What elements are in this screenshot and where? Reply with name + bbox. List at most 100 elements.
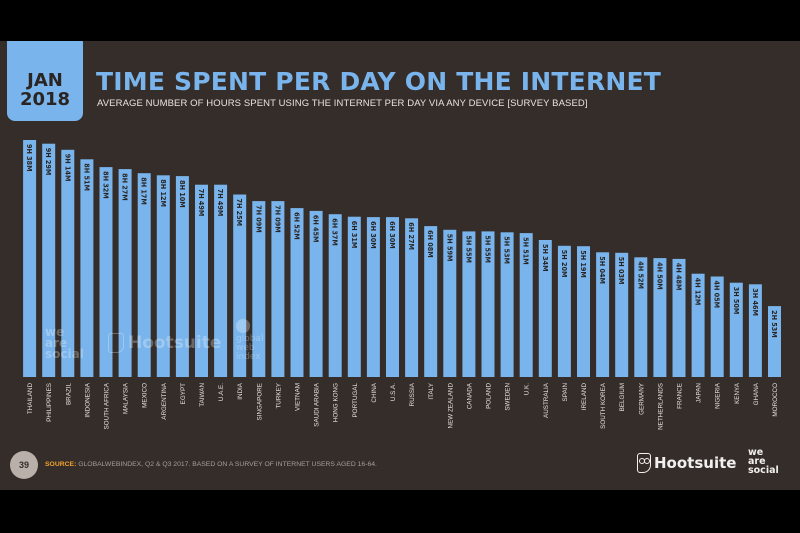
- bar-value-label: 6H 30M: [388, 221, 397, 249]
- bar-value-label: 8H 51M: [82, 163, 91, 191]
- bar-value-label: 5H 04M: [598, 256, 607, 284]
- category-label: BELGIUM: [619, 383, 626, 411]
- bar-value-label: 9H 29M: [44, 148, 53, 176]
- bar-value-label: 3H 46M: [751, 288, 760, 316]
- bar-value-label: 4H 05M: [713, 281, 722, 309]
- bar-value-label: 3H 50M: [732, 287, 741, 315]
- bar-portugal: [347, 216, 361, 377]
- bar-u-a-e: [214, 184, 228, 377]
- date-badge: JAN 2018: [7, 41, 83, 121]
- bar-canada: [462, 231, 476, 377]
- category-label: ITALY: [428, 382, 435, 399]
- bar-philippines: [42, 143, 56, 377]
- category-label: CANADA: [466, 382, 473, 409]
- bar-value-label: 8H 10M: [178, 180, 187, 208]
- bar-spain: [557, 245, 571, 377]
- bar-value-label: 6H 31M: [350, 221, 359, 249]
- bar-netherlands: [653, 258, 667, 377]
- category-label: NIGERIA: [715, 382, 722, 409]
- category-label: PORTUGAL: [352, 383, 359, 418]
- bar-value-label: 5H 19M: [579, 250, 588, 278]
- bar-nigeria: [710, 276, 724, 377]
- bar-value-label: 6H 08M: [426, 230, 435, 258]
- category-label: BRAZIL: [65, 383, 72, 406]
- bar-value-label: 5H 53M: [503, 236, 512, 264]
- bar-value-label: 8H 12M: [159, 179, 168, 207]
- bar-south-africa: [99, 167, 113, 377]
- slide: JAN 2018 TIME SPENT PER DAY ON THE INTER…: [0, 41, 800, 490]
- bar-hong-kong: [328, 214, 342, 377]
- bar-value-label: 5H 51M: [522, 237, 531, 265]
- bar-u-s-a: [386, 217, 399, 377]
- category-label: MALAYSIA: [123, 382, 130, 414]
- bar-value-label: 4H 48M: [675, 263, 684, 291]
- category-label: SPAIN: [562, 383, 569, 402]
- category-label: JAPAN: [696, 383, 703, 403]
- bar-value-label: 4H 52M: [636, 261, 645, 289]
- bar-vietnam: [290, 208, 304, 377]
- date-year: 2018: [19, 89, 71, 110]
- bar-morocco: [768, 306, 781, 377]
- bar-australia: [538, 240, 552, 377]
- hootsuite-wordmark: Hootsuite: [654, 454, 737, 472]
- category-label: MEXICO: [142, 383, 149, 408]
- bar-argentina: [156, 175, 170, 377]
- bar-ghana: [748, 284, 762, 377]
- category-label: NEW ZEALAND: [447, 383, 454, 429]
- bar-value-label: 7H 09M: [254, 205, 263, 233]
- bar-brazil: [61, 149, 75, 377]
- category-label: MOROCCO: [772, 383, 779, 417]
- bar-india: [233, 194, 247, 377]
- category-label: INDIA: [237, 382, 244, 400]
- bar-value-label: 7H 09M: [273, 205, 282, 233]
- category-label: HONG KONG: [333, 383, 340, 422]
- bar-chart: 9H 38M THAILAND 9H 29M PHILIPPINES 9H 14M BRA…: [23, 140, 781, 430]
- bar-value-label: 6H 27M: [407, 222, 416, 250]
- bar-china: [366, 217, 380, 377]
- bar-egypt: [175, 176, 189, 377]
- bar-japan: [691, 273, 705, 377]
- bar-new-zealand: [443, 229, 457, 377]
- bar-france: [672, 258, 686, 377]
- bar-value-label: 6H 45M: [312, 215, 321, 243]
- category-label: THAILAND: [27, 383, 34, 415]
- bar-value-label: 7H 25M: [235, 199, 244, 227]
- category-label: SWEDEN: [505, 383, 512, 411]
- category-label: SOUTH KOREA: [600, 382, 607, 429]
- bar-value-label: 6H 52M: [293, 212, 302, 240]
- owl-icon: [637, 453, 651, 473]
- bar-value-label: 5H 34M: [541, 244, 550, 272]
- source-note: SOURCE: GLOBALWEBINDEX, Q2 & Q3 2017. BA…: [45, 461, 377, 468]
- bar-thailand: [23, 140, 37, 377]
- category-label: KENYA: [734, 382, 741, 404]
- bar-singapore: [252, 201, 266, 377]
- bar-saudi-arabia: [309, 210, 323, 377]
- category-label: PHILIPPINES: [46, 383, 53, 422]
- category-label: SINGAPORE: [256, 383, 263, 420]
- category-label: U.A.E.: [218, 383, 225, 401]
- category-label: GHANA: [753, 382, 760, 405]
- bar-sweden: [500, 232, 514, 377]
- bar-value-label: 5H 20M: [560, 250, 569, 278]
- source-text: GLOBALWEBINDEX, Q2 & Q3 2017. BASED ON A…: [78, 461, 377, 468]
- bar-russia: [405, 218, 419, 377]
- we-are-social-logo: we are social: [748, 447, 779, 476]
- category-label: SOUTH AFRICA: [104, 382, 111, 429]
- category-label: U.S.A.: [390, 383, 397, 401]
- category-label: ARGENTINA: [161, 382, 168, 420]
- date-month: JAN: [27, 70, 63, 91]
- bar-taiwan: [195, 184, 208, 377]
- chart-title: TIME SPENT PER DAY ON THE INTERNET: [96, 67, 662, 96]
- bar-value-label: 5H 55M: [484, 235, 493, 263]
- bar-turkey: [271, 201, 285, 377]
- category-label: TAIWAN: [199, 383, 206, 407]
- bar-value-label: 4H 12M: [694, 278, 703, 306]
- category-label: TURKEY: [275, 382, 282, 408]
- bar-value-label: 8H 27M: [121, 173, 130, 201]
- bar-value-label: 5H 03M: [617, 257, 626, 285]
- bar-value-label: 2H 53M: [770, 310, 779, 338]
- bar-indonesia: [80, 159, 94, 377]
- bar-poland: [481, 231, 495, 377]
- bar-value-label: 5H 55M: [464, 235, 473, 263]
- category-label: FRANCE: [677, 383, 684, 409]
